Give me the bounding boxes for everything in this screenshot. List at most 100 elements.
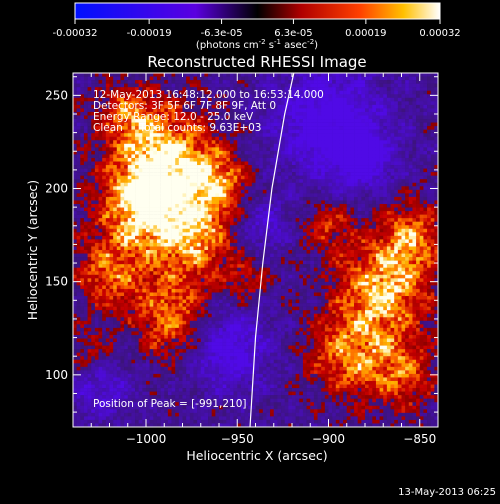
- heatmap-cell: [80, 154, 84, 158]
- heatmap-cell: [215, 385, 219, 389]
- heatmap-cell: [113, 282, 117, 286]
- heatmap-cell: [153, 339, 157, 343]
- heatmap-cell: [201, 392, 205, 396]
- heatmap-cell: [197, 239, 201, 243]
- heatmap-cell: [150, 342, 154, 346]
- heatmap-cell: [110, 303, 114, 307]
- heatmap-cell: [142, 261, 146, 265]
- heatmap-cell: [110, 324, 114, 328]
- heatmap-cell: [157, 222, 161, 226]
- heatmap-cell: [193, 169, 197, 173]
- heatmap-cell: [128, 73, 132, 77]
- heatmap-cell: [234, 310, 238, 314]
- heatmap-cell: [245, 420, 249, 424]
- heatmap-cell: [102, 179, 106, 183]
- heatmap-cell: [172, 360, 176, 364]
- heatmap-cell: [80, 317, 84, 321]
- heatmap-cell: [204, 165, 208, 169]
- heatmap-cell: [146, 321, 150, 325]
- heatmap-cell: [157, 162, 161, 166]
- heatmap-cell: [80, 169, 84, 173]
- heatmap-cell: [175, 208, 179, 212]
- heatmap-cell: [193, 264, 197, 268]
- heatmap-cell: [113, 360, 117, 364]
- heatmap-cell: [248, 151, 252, 155]
- heatmap-cell: [179, 204, 183, 208]
- heatmap-cell: [179, 250, 183, 254]
- heatmap-cell: [102, 381, 106, 385]
- heatmap-cell: [77, 331, 81, 335]
- heatmap-cell: [172, 165, 176, 169]
- heatmap-cell: [234, 200, 238, 204]
- heatmap-cell: [175, 190, 179, 194]
- heatmap-cell: [128, 321, 132, 325]
- heatmap-cell: [142, 349, 146, 353]
- heatmap-cell: [131, 353, 135, 357]
- heatmap-cell: [120, 162, 124, 166]
- heatmap-cell: [164, 331, 168, 335]
- heatmap-cell: [234, 363, 238, 367]
- heatmap-cell: [183, 183, 187, 187]
- heatmap-cell: [131, 254, 135, 258]
- heatmap-cell: [106, 374, 110, 378]
- heatmap-cell: [80, 300, 84, 304]
- heatmap-cell: [186, 377, 190, 381]
- heatmap-cell: [131, 204, 135, 208]
- heatmap-cell: [80, 402, 84, 406]
- heatmap-cell: [80, 342, 84, 346]
- heatmap-cell: [223, 324, 227, 328]
- heatmap-cell: [245, 349, 249, 353]
- heatmap-cell: [245, 246, 249, 250]
- heatmap-cell: [226, 285, 230, 289]
- heatmap-cell: [135, 367, 139, 371]
- heatmap-cell: [161, 324, 165, 328]
- heatmap-cell: [245, 193, 249, 197]
- heatmap-cell: [212, 356, 216, 360]
- heatmap-cell: [95, 285, 99, 289]
- heatmap-cell: [186, 314, 190, 318]
- heatmap-cell: [161, 215, 165, 219]
- heatmap-cell: [77, 335, 81, 339]
- heatmap-cell: [241, 197, 245, 201]
- heatmap-cell: [204, 413, 208, 417]
- heatmap-cell: [124, 179, 128, 183]
- heatmap-cell: [150, 254, 154, 258]
- heatmap-cell: [215, 317, 219, 321]
- heatmap-cell: [106, 289, 110, 293]
- heatmap-cell: [131, 289, 135, 293]
- heatmap-cell: [88, 211, 92, 215]
- heatmap-cell: [193, 84, 197, 88]
- heatmap-cell: [201, 236, 205, 240]
- heatmap-cell: [91, 154, 95, 158]
- heatmap-cell: [117, 307, 121, 311]
- heatmap-cell: [219, 193, 223, 197]
- heatmap-cell: [84, 176, 88, 180]
- heatmap-cell: [146, 416, 150, 420]
- heatmap-cell: [175, 353, 179, 357]
- heatmap-cell: [84, 197, 88, 201]
- heatmap-cell: [193, 154, 197, 158]
- heatmap-cell: [201, 300, 205, 304]
- heatmap-cell: [237, 268, 241, 272]
- heatmap-cell: [226, 197, 230, 201]
- heatmap-cell: [102, 137, 106, 141]
- heatmap-cell: [117, 137, 121, 141]
- heatmap-cell: [237, 353, 241, 357]
- heatmap-cell: [190, 179, 194, 183]
- heatmap-cell: [161, 271, 165, 275]
- heatmap-cell: [193, 151, 197, 155]
- heatmap-cell: [153, 204, 157, 208]
- heatmap-cell: [237, 314, 241, 318]
- heatmap-cell: [241, 324, 245, 328]
- heatmap-cell: [168, 328, 172, 332]
- heatmap-cell: [234, 147, 238, 151]
- heatmap-cell: [226, 346, 230, 350]
- heatmap-cell: [193, 218, 197, 222]
- heatmap-cell: [226, 317, 230, 321]
- heatmap-cell: [248, 307, 252, 311]
- heatmap-cell: [164, 215, 168, 219]
- heatmap-cell: [241, 321, 245, 325]
- heatmap-cell: [164, 183, 168, 187]
- heatmap-cell: [91, 183, 95, 187]
- heatmap-cell: [124, 151, 128, 155]
